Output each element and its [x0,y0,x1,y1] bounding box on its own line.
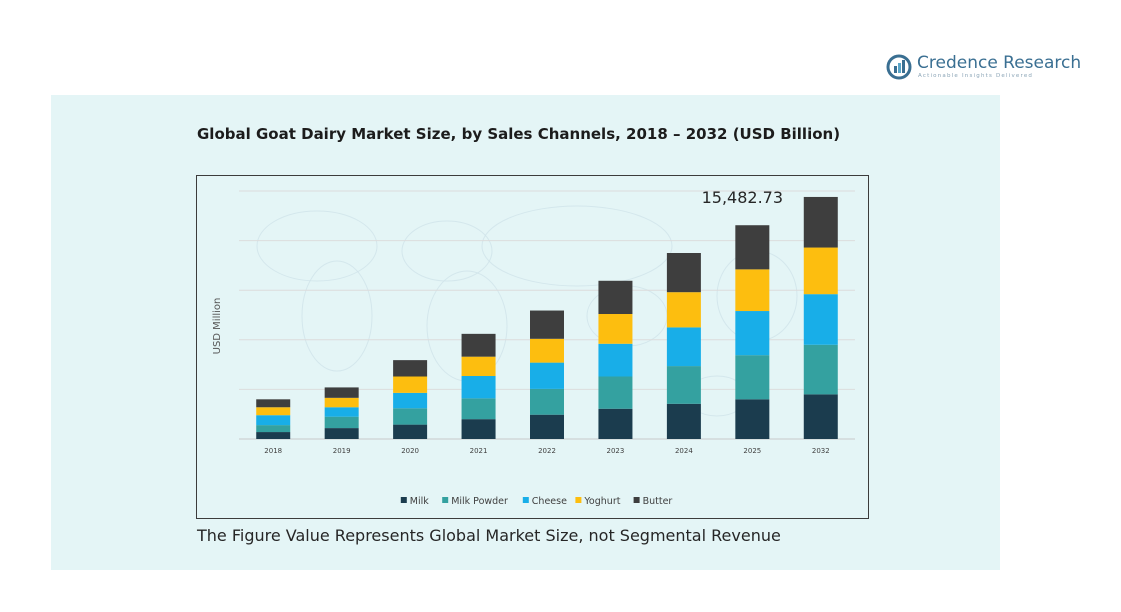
x-tick-label: 2025 [743,447,761,455]
legend-swatch [400,497,407,503]
bar-segment-cheese-2022 [530,362,564,389]
credence-research-logo: Credence Research Actionable Insights De… [886,52,1081,84]
chart-footnote: The Figure Value Represents Global Marke… [197,526,781,545]
x-tick-label: 2023 [607,447,625,455]
x-tick-label: 2022 [538,447,556,455]
x-tick-label: 2018 [264,447,282,455]
bar-segment-milk-powder-2023 [598,376,633,409]
map-shape [301,260,373,372]
bar-segment-butter-2022 [530,310,564,339]
chart-panel [51,95,1000,570]
bar-segment-butter-2024 [666,253,701,293]
bar-segment-milk-2021 [461,419,496,439]
bar-segment-yoghurt-2021 [461,356,496,377]
bar-segment-milk-powder-2018 [256,425,291,433]
bar-segment-butter-2019 [324,387,359,398]
chart-frame: 2018 2019 2020 2021 2022 2023 2024 2025 2032 15,4… [196,175,869,519]
stacked-bar-chart: 2018 2019 2020 2021 2022 2023 2024 2025 2032 15,4… [212,188,855,507]
x-tick-label: 2019 [333,447,351,455]
bar-segment-milk-2032 [803,394,838,439]
bar-segment-yoghurt-2032 [803,247,838,295]
bar-segment-cheese-2032 [803,294,838,345]
logo-mark-icon [886,54,912,80]
bar-segment-milk-2020 [393,424,428,439]
bar-segment-milk-2024 [666,403,701,439]
brand-tagline: Actionable Insights Delivered [918,73,1034,79]
legend-swatch [633,497,640,503]
map-shape [401,220,493,282]
bar-segment-milk-powder-2025 [735,355,770,400]
bar-segment-cheese-2019 [324,407,359,417]
bar-segment-cheese-2021 [461,376,496,399]
legend-label: Milk [410,496,429,507]
x-tick-label: 2032 [812,447,830,455]
bar-segment-milk-powder-2020 [393,408,428,425]
bar-segment-butter-2020 [393,360,428,377]
map-shape [256,210,378,282]
bar-segment-butter-2023 [598,280,633,315]
brand-name: Credence Research [917,53,1082,73]
chart-title: Global Goat Dairy Market Size, by Sales … [197,125,841,143]
x-tick-label: 2024 [675,447,693,455]
world-map-watermark [256,205,798,417]
legend-swatch [575,497,582,503]
bar-segment-yoghurt-2025 [735,269,770,312]
bar-segment-milk-2025 [735,399,770,439]
legend-label: Cheese [532,496,567,507]
bar-segment-milk-powder-2021 [461,398,496,420]
bar-segment-butter-2025 [735,225,770,270]
bar-segment-cheese-2025 [735,311,770,356]
x-tick-label: 2021 [470,447,488,455]
bar-segment-cheese-2020 [393,392,428,409]
x-tick-label: 2020 [401,447,419,455]
bar-segment-milk-powder-2022 [530,388,564,415]
bar-segment-yoghurt-2023 [598,314,633,344]
bar-segment-yoghurt-2018 [256,407,291,416]
bar-segment-milk-powder-2032 [803,344,838,395]
bar-segment-butter-2018 [256,399,291,408]
bar-segment-milk-2022 [530,414,564,439]
legend-swatch [522,497,529,503]
legend-label: Yoghurt [583,496,620,507]
bar-segment-butter-2032 [803,196,838,248]
legend-swatch [442,497,449,503]
bar-segment-milk-powder-2019 [324,416,359,429]
y-axis-label: USD Million [212,298,223,355]
bar-segment-milk-2023 [598,408,633,439]
legend-label: Butter [643,496,673,507]
bar-segment-milk-powder-2024 [666,366,701,404]
bar-segment-butter-2021 [461,333,496,357]
data-label: 15,482.73 [702,188,783,207]
bar-segment-cheese-2023 [598,343,633,377]
bar-segment-cheese-2018 [256,415,291,426]
bar-segment-yoghurt-2020 [393,376,428,393]
bar-segment-milk-2018 [256,432,291,439]
bar-segment-yoghurt-2022 [530,338,564,363]
bar-segment-yoghurt-2024 [666,292,701,328]
bar-segment-cheese-2024 [666,327,701,367]
legend-label: Milk Powder [451,496,508,507]
map-shape [481,205,673,287]
bar-segment-milk-2019 [324,428,359,439]
bar-segment-yoghurt-2019 [324,397,359,408]
